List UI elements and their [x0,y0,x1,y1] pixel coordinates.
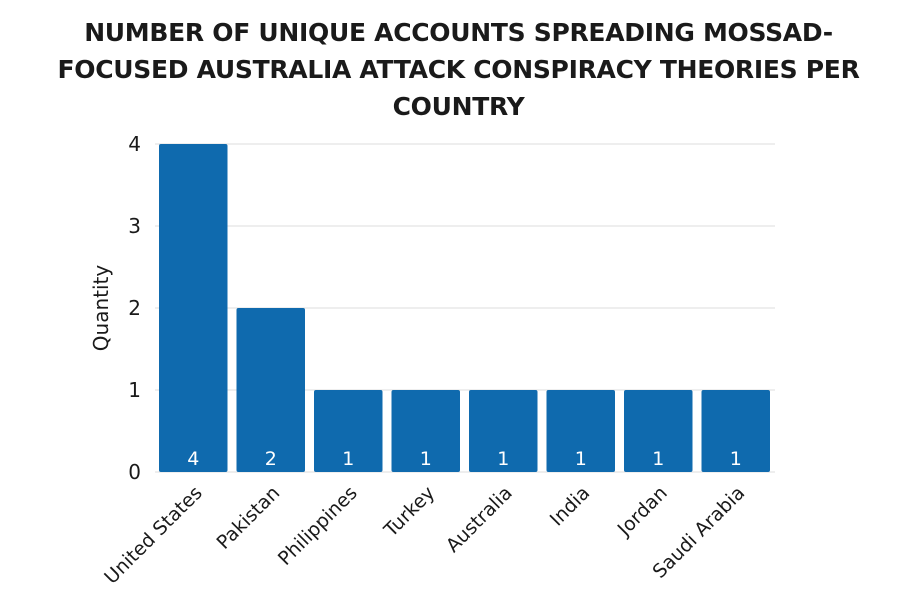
x-tick-label: Turkey [379,482,439,542]
y-axis-title: Quantity [89,265,113,352]
data-label: 1 [730,448,742,470]
data-label: 2 [265,448,277,470]
y-tick-label: 2 [128,296,141,320]
y-tick-label: 3 [128,214,141,238]
x-tick-label: Australia [442,482,517,557]
y-axis-ticks: 0 1 2 3 4 [128,132,141,484]
x-tick-label: Pakistan [212,482,284,554]
y-tick-label: 1 [128,378,141,402]
x-tick-label: Jordan [613,482,672,541]
data-label: 1 [342,448,354,470]
data-label: 1 [652,448,664,470]
data-label: 4 [187,448,199,470]
chart-title: NUMBER OF UNIQUE ACCOUNTS SPREADING MOSS… [57,18,860,121]
data-label: 1 [575,448,587,470]
bar [701,390,770,472]
bar [159,144,228,472]
bars [159,144,770,472]
bar [236,308,305,472]
bar [624,390,693,472]
x-tick-label: Philippines [274,482,362,570]
bar [546,390,615,472]
bar [314,390,383,472]
x-tick-label: United States [100,482,207,589]
bar [391,390,460,472]
data-labels: 4 2 1 1 1 1 1 1 [187,448,742,470]
y-tick-label: 0 [128,460,141,484]
y-tick-label: 4 [128,132,141,156]
x-tick-label: India [546,482,595,531]
data-label: 1 [497,448,509,470]
data-label: 1 [420,448,432,470]
bar [469,390,538,472]
